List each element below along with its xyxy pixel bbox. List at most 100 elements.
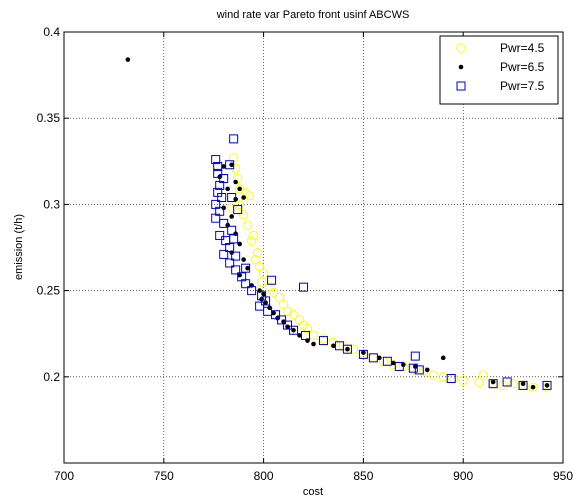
legend-label: Pwr=6.5	[500, 60, 545, 74]
data-point	[258, 268, 269, 279]
data-point	[474, 377, 484, 387]
legend-label: Pwr=7.5	[500, 79, 545, 93]
data-point	[508, 378, 518, 389]
data-point	[345, 346, 350, 352]
data-point	[213, 161, 223, 171]
data-point	[271, 310, 281, 320]
data-point	[245, 265, 250, 271]
data-point	[428, 370, 438, 380]
data-point	[241, 195, 246, 200]
data-point	[368, 353, 378, 363]
data-point	[225, 243, 235, 252]
data-point	[219, 249, 229, 259]
x-tick-label: 900	[453, 469, 473, 483]
data-point	[267, 305, 272, 311]
y-tick-label: 0.2	[43, 370, 60, 384]
data-point	[408, 363, 418, 373]
data-point	[268, 287, 279, 298]
data-point	[247, 286, 257, 296]
data-point	[234, 199, 245, 210]
data-point	[225, 258, 235, 268]
data-point	[502, 377, 512, 387]
data-point	[227, 193, 237, 203]
data-point	[530, 384, 536, 390]
data-point	[542, 380, 552, 390]
x-tick-label: 750	[154, 469, 174, 483]
data-point	[358, 349, 368, 359]
data-point	[246, 235, 257, 246]
data-point	[544, 383, 550, 388]
data-point	[520, 381, 526, 386]
series-pwr-6-5	[125, 57, 550, 390]
data-point	[229, 214, 234, 219]
data-point	[229, 234, 239, 244]
data-point	[242, 220, 253, 230]
data-point	[237, 186, 242, 192]
data-point	[238, 210, 249, 220]
data-point	[226, 203, 237, 213]
legend-label: Pwr=4.5	[500, 41, 545, 55]
y-tick-label: 0.3	[43, 197, 60, 211]
data-point	[261, 296, 271, 306]
x-axis-label: cost	[303, 486, 323, 498]
data-point	[318, 336, 328, 346]
data-point	[215, 230, 225, 240]
data-point	[227, 225, 237, 235]
y-axis-label: emission (t/h)	[13, 214, 25, 280]
x-tick-label: 700	[54, 469, 74, 483]
data-point	[221, 164, 226, 169]
data-points	[125, 57, 552, 392]
y-tick-label: 0.35	[37, 111, 61, 125]
data-point	[518, 380, 528, 390]
data-point	[233, 179, 238, 185]
data-point	[241, 279, 251, 289]
data-point	[274, 292, 285, 303]
data-point	[231, 251, 241, 261]
data-point	[288, 310, 299, 320]
data-point	[261, 291, 266, 297]
y-tick-label: 0.25	[37, 284, 61, 298]
data-point	[237, 241, 242, 247]
data-point	[446, 374, 456, 384]
data-point	[377, 355, 382, 361]
grid-lines	[64, 32, 563, 463]
data-point	[528, 382, 538, 392]
data-point	[217, 193, 227, 203]
data-point	[215, 180, 225, 190]
data-point	[225, 186, 230, 192]
data-point	[125, 57, 131, 62]
legend: Pwr=4.5 Pwr=6.5 Pwr=7.5	[439, 35, 559, 105]
data-point	[229, 162, 234, 168]
legend-marker	[456, 43, 466, 53]
data-point	[388, 360, 399, 370]
y-tick-label: 0.4	[43, 25, 60, 39]
data-point	[244, 191, 255, 201]
data-point	[458, 375, 468, 385]
data-point	[291, 327, 296, 333]
data-point	[267, 275, 277, 285]
axes-box	[63, 31, 564, 464]
data-point	[394, 361, 404, 371]
data-point	[302, 323, 313, 334]
data-point	[241, 257, 246, 262]
data-point	[440, 355, 446, 361]
data-point	[490, 379, 496, 385]
data-point	[254, 261, 265, 272]
x-tick-label: 800	[254, 469, 274, 483]
data-point	[211, 155, 221, 165]
x-tick-label: 950	[553, 469, 573, 483]
data-point	[248, 230, 259, 241]
data-point	[219, 218, 229, 228]
data-point	[278, 299, 289, 310]
data-point	[233, 205, 243, 215]
data-point	[250, 254, 261, 265]
legend-box	[439, 35, 559, 105]
data-point	[289, 325, 299, 335]
chart-title: wind rate var Pareto front usinf ABCWS	[216, 9, 410, 21]
axis-ticks: 700 750 800 850 900 950 0.2 0.25 0.3 0.35 0.4	[37, 25, 574, 483]
data-point	[391, 360, 396, 366]
data-point	[342, 344, 352, 354]
data-point	[229, 134, 239, 144]
data-point	[331, 343, 336, 349]
data-point	[311, 341, 316, 347]
